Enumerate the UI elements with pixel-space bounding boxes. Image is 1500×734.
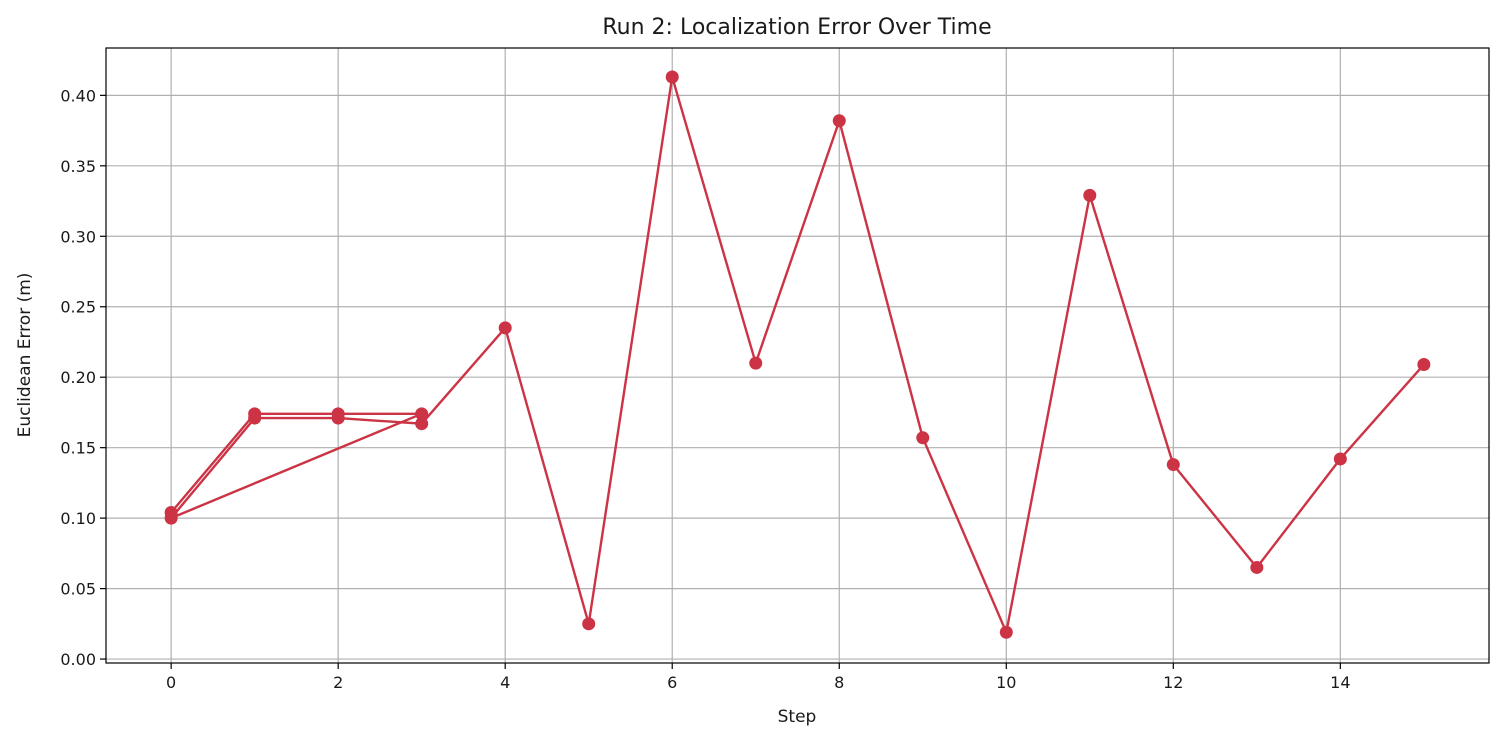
y-axis-label: Euclidean Error (m) — [15, 273, 35, 438]
y-tick-label: 0.25 — [60, 298, 96, 317]
x-tick-label: 4 — [500, 673, 510, 692]
data-point — [1166, 458, 1180, 472]
series-line — [169, 75, 1425, 634]
y-axis: 0.00 0.05 0.10 0.15 0.20 0.25 0.30 0.35 0.40 — [60, 86, 106, 669]
data-point — [1250, 560, 1264, 574]
y-tick-label: 0.20 — [60, 368, 96, 387]
y-tick-label: 0.35 — [60, 157, 96, 176]
plot-frame — [105, 47, 1490, 664]
x-tick-label: 12 — [1163, 673, 1183, 692]
series-layer — [164, 70, 1431, 639]
y-tick-label: 0.10 — [60, 509, 96, 528]
data-point — [916, 431, 930, 445]
data-point — [164, 511, 178, 525]
x-tick-label: 10 — [996, 673, 1016, 692]
y-tick-label: 0.00 — [60, 650, 96, 669]
data-point — [248, 411, 262, 425]
data-point — [415, 417, 429, 431]
data-point — [1417, 358, 1431, 372]
x-tick-label: 8 — [834, 673, 844, 692]
x-axis-label: Step — [778, 707, 817, 727]
y-tick-label: 0.30 — [60, 227, 96, 246]
data-point — [1333, 452, 1347, 466]
data-point — [498, 321, 512, 335]
data-point — [665, 70, 679, 84]
data-point — [331, 411, 345, 425]
x-tick-label: 0 — [166, 673, 176, 692]
grid — [106, 48, 1489, 663]
data-point — [999, 625, 1013, 639]
x-tick-label: 14 — [1330, 673, 1350, 692]
x-axis: 0 2 4 6 8 10 12 14 — [166, 663, 1351, 692]
data-point — [415, 407, 429, 421]
data-point — [1083, 188, 1097, 202]
x-tick-label: 2 — [333, 673, 343, 692]
x-tick-label: 6 — [667, 673, 677, 692]
y-tick-label: 0.40 — [60, 86, 96, 105]
data-point — [749, 356, 763, 370]
data-point — [832, 114, 846, 128]
chart-title: Run 2: Localization Error Over Time — [602, 15, 991, 40]
y-tick-label: 0.05 — [60, 580, 96, 599]
y-tick-label: 0.15 — [60, 439, 96, 458]
data-point — [582, 617, 596, 631]
